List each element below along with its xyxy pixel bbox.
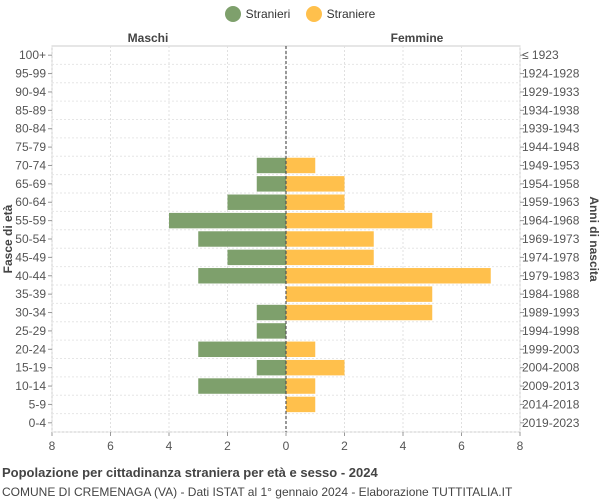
birth-year-label: 1964-1968 bbox=[522, 214, 580, 228]
bar-male bbox=[198, 341, 286, 358]
bar-male bbox=[256, 176, 286, 192]
x-tick-label: 8 bbox=[49, 439, 56, 453]
birth-year-label: 2014-2018 bbox=[522, 397, 580, 411]
birth-year-label: 1959-1963 bbox=[522, 195, 580, 209]
bar-female bbox=[286, 231, 374, 247]
birth-year-label: 1969-1973 bbox=[522, 232, 580, 246]
bar-female bbox=[286, 341, 316, 358]
bar-male bbox=[256, 304, 286, 321]
birth-year-label: 1974-1978 bbox=[522, 250, 580, 264]
age-class-label: 60-64 bbox=[15, 195, 46, 209]
bar-male bbox=[198, 231, 286, 247]
birth-year-label: 1924-1928 bbox=[522, 67, 580, 81]
bar-male bbox=[256, 157, 286, 174]
x-tick-label: 0 bbox=[283, 439, 290, 453]
bar-male bbox=[256, 359, 286, 376]
age-class-label: 80-84 bbox=[15, 122, 46, 136]
bar-female bbox=[286, 268, 491, 284]
age-class-label: 65-69 bbox=[15, 177, 46, 191]
birth-year-label: 1929-1933 bbox=[522, 85, 580, 99]
age-class-label: 90-94 bbox=[15, 85, 46, 99]
age-class-label: 45-49 bbox=[15, 250, 46, 264]
age-class-label: 10-14 bbox=[15, 379, 46, 393]
bar-male bbox=[227, 249, 286, 266]
birth-year-label: 1954-1958 bbox=[522, 177, 580, 191]
birth-year-label: 1934-1938 bbox=[522, 103, 580, 117]
bar-female bbox=[286, 359, 345, 376]
birth-year-label: 1939-1943 bbox=[522, 122, 580, 136]
birth-year-label: 1949-1953 bbox=[522, 158, 580, 172]
chart-title: Popolazione per cittadinanza straniera p… bbox=[2, 465, 378, 480]
age-class-label: 0-4 bbox=[29, 416, 47, 430]
age-class-label: 35-39 bbox=[15, 287, 46, 301]
bar-female bbox=[286, 194, 345, 210]
age-class-label: 5-9 bbox=[29, 397, 47, 411]
bar-male bbox=[198, 268, 286, 284]
bar-male bbox=[256, 323, 286, 339]
bar-female bbox=[286, 378, 316, 394]
age-class-label: 50-54 bbox=[15, 232, 46, 246]
age-class-label: 95-99 bbox=[15, 67, 46, 81]
age-class-label: 70-74 bbox=[15, 158, 46, 172]
x-tick-label: 8 bbox=[517, 439, 524, 453]
legend-label-female: Straniere bbox=[326, 7, 376, 21]
age-class-label: 55-59 bbox=[15, 214, 46, 228]
age-class-label: 85-89 bbox=[15, 103, 46, 117]
age-class-label: 20-24 bbox=[15, 342, 46, 356]
chart-subtitle: COMUNE DI CREMENAGA (VA) - Dati ISTAT al… bbox=[2, 485, 513, 499]
age-class-label: 30-34 bbox=[15, 306, 46, 320]
x-tick-label: 2 bbox=[224, 439, 231, 453]
bar-female bbox=[286, 286, 433, 302]
birth-year-label: 2009-2013 bbox=[522, 379, 580, 393]
x-tick-label: 2 bbox=[341, 439, 348, 453]
x-tick-label: 6 bbox=[107, 439, 114, 453]
legend-label-male: Stranieri bbox=[245, 7, 291, 21]
birth-year-label: 1979-1983 bbox=[522, 269, 580, 283]
legend: Stranieri Straniere bbox=[0, 6, 600, 25]
birth-year-label: 2004-2008 bbox=[522, 361, 580, 375]
bar-male bbox=[227, 194, 286, 210]
header-female: Femmine bbox=[391, 31, 444, 45]
x-tick-label: 6 bbox=[458, 439, 465, 453]
bar-male bbox=[198, 378, 286, 394]
birth-year-label: ≤ 1923 bbox=[522, 48, 559, 62]
bar-female bbox=[286, 176, 345, 192]
birth-year-label: 1944-1948 bbox=[522, 140, 580, 154]
age-class-label: 40-44 bbox=[15, 269, 46, 283]
age-class-label: 100+ bbox=[19, 48, 46, 62]
birth-year-label: 1994-1998 bbox=[522, 324, 580, 338]
birth-year-label: 1999-2003 bbox=[522, 342, 580, 356]
y-axis-title-left: Fasce di età bbox=[1, 204, 15, 273]
bar-female bbox=[286, 396, 316, 413]
age-class-label: 25-29 bbox=[15, 324, 46, 338]
x-tick-label: 4 bbox=[166, 439, 173, 453]
age-class-label: 75-79 bbox=[15, 140, 46, 154]
legend-swatch-female bbox=[305, 6, 322, 22]
y-axis-title-right: Anni di nascita bbox=[587, 196, 600, 282]
header-male: Maschi bbox=[128, 31, 169, 45]
x-tick-label: 4 bbox=[400, 439, 407, 453]
birth-year-label: 2019-2023 bbox=[522, 416, 580, 430]
bar-female bbox=[286, 304, 433, 321]
bar-male bbox=[169, 212, 286, 229]
age-class-label: 15-19 bbox=[15, 361, 46, 375]
legend-item-female[interactable]: Straniere bbox=[305, 6, 376, 22]
bar-female bbox=[286, 157, 316, 174]
bar-female bbox=[286, 249, 374, 266]
bar-female bbox=[286, 212, 433, 229]
legend-swatch-male bbox=[224, 6, 241, 22]
legend-item-male[interactable]: Stranieri bbox=[224, 6, 291, 22]
birth-year-label: 1984-1988 bbox=[522, 287, 580, 301]
birth-year-label: 1989-1993 bbox=[522, 306, 580, 320]
